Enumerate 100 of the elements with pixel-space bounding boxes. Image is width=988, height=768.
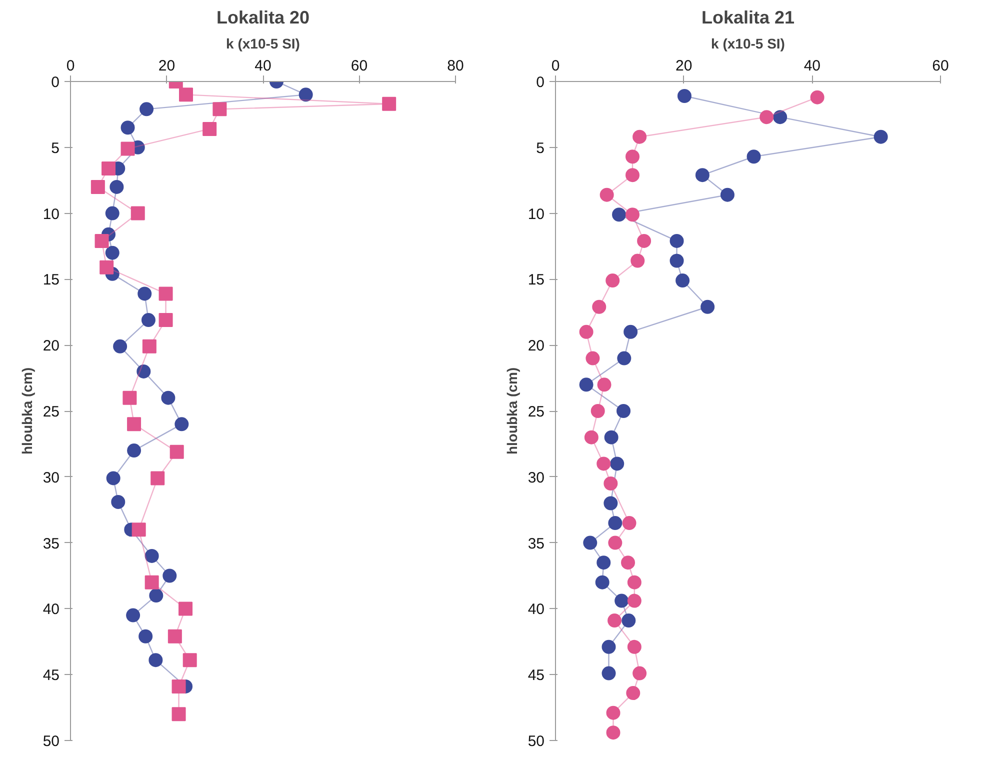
point: [874, 130, 888, 144]
point: [172, 679, 186, 694]
y-tick-label: 10: [528, 206, 545, 223]
point: [760, 110, 774, 124]
point: [138, 286, 152, 301]
x-tick-label: 20: [158, 58, 176, 74]
y-tick-label: 30: [528, 469, 545, 486]
point: [608, 614, 622, 628]
point: [637, 234, 652, 248]
point: [126, 608, 140, 622]
point: [746, 150, 761, 164]
point: [132, 522, 146, 537]
point: [142, 339, 156, 354]
y-tick-label: 15: [42, 272, 60, 289]
x-tick-label: 80: [447, 58, 464, 74]
x-axis-title: k (x10-5 SI): [711, 36, 785, 52]
point: [597, 378, 612, 392]
point: [695, 168, 710, 182]
x-tick-label: 60: [350, 58, 368, 74]
point: [161, 390, 176, 405]
point: [617, 351, 632, 366]
point: [606, 706, 620, 720]
point: [604, 430, 618, 444]
point: [172, 707, 186, 722]
y-tick-label: 40: [528, 601, 545, 618]
y-tick-label: 45: [42, 667, 60, 684]
point: [141, 313, 156, 328]
point: [626, 168, 640, 182]
x-tick-label: 40: [254, 58, 272, 74]
point: [670, 254, 684, 268]
point: [608, 516, 622, 530]
point: [590, 404, 605, 418]
point: [144, 575, 159, 590]
y-tick-label: 25: [42, 404, 60, 420]
point: [626, 208, 640, 222]
y-tick-label: 40: [42, 601, 60, 618]
point: [111, 494, 126, 509]
point: [627, 575, 642, 590]
point: [610, 456, 624, 471]
point: [677, 89, 692, 103]
point: [616, 404, 631, 418]
point: [586, 351, 600, 366]
point: [148, 653, 163, 668]
point: [144, 548, 159, 563]
point: [90, 180, 105, 194]
point: [604, 476, 618, 490]
point: [627, 594, 642, 608]
y-tick-label: 15: [528, 272, 545, 289]
point: [622, 614, 636, 628]
point: [138, 629, 153, 644]
y-axis-title: hloubka (cm): [18, 367, 35, 455]
point: [606, 274, 620, 288]
point: [602, 666, 616, 680]
point: [170, 444, 184, 459]
point: [110, 180, 124, 194]
x-axis-title: k (x10-5 SI): [226, 36, 300, 52]
point: [632, 666, 647, 680]
point: [122, 390, 137, 405]
point: [120, 120, 135, 135]
point: [102, 161, 116, 176]
point: [94, 234, 109, 248]
point: [622, 516, 636, 530]
y-tick-label: 5: [51, 140, 60, 157]
point: [614, 594, 629, 608]
point: [149, 588, 164, 603]
point: [595, 575, 610, 590]
point: [130, 206, 145, 220]
point: [140, 102, 154, 116]
point: [168, 629, 182, 644]
point: [606, 726, 620, 740]
point: [602, 640, 616, 654]
point: [150, 471, 165, 486]
point: [127, 444, 142, 458]
point: [630, 254, 645, 268]
point: [608, 536, 622, 550]
y-tick-label: 45: [528, 667, 545, 684]
point: [106, 471, 120, 486]
point: [178, 602, 193, 616]
x-tick-label: 0: [551, 58, 560, 74]
point: [136, 364, 151, 378]
point: [612, 208, 626, 222]
point: [583, 536, 598, 550]
y-tick-label: 20: [528, 338, 545, 355]
point: [584, 430, 598, 444]
point: [212, 102, 227, 116]
y-tick-label: 50: [528, 733, 545, 750]
point: [596, 556, 611, 570]
point: [579, 378, 594, 392]
y-tick-label: 20: [42, 338, 60, 355]
point: [174, 417, 189, 432]
point: [120, 142, 135, 156]
y-tick-label: 35: [528, 535, 545, 552]
point: [162, 568, 177, 583]
point: [720, 188, 734, 202]
point: [105, 206, 120, 220]
point: [810, 90, 824, 104]
point: [773, 110, 788, 124]
x-tick-label: 20: [675, 58, 692, 74]
point: [632, 130, 647, 144]
point: [202, 122, 217, 136]
